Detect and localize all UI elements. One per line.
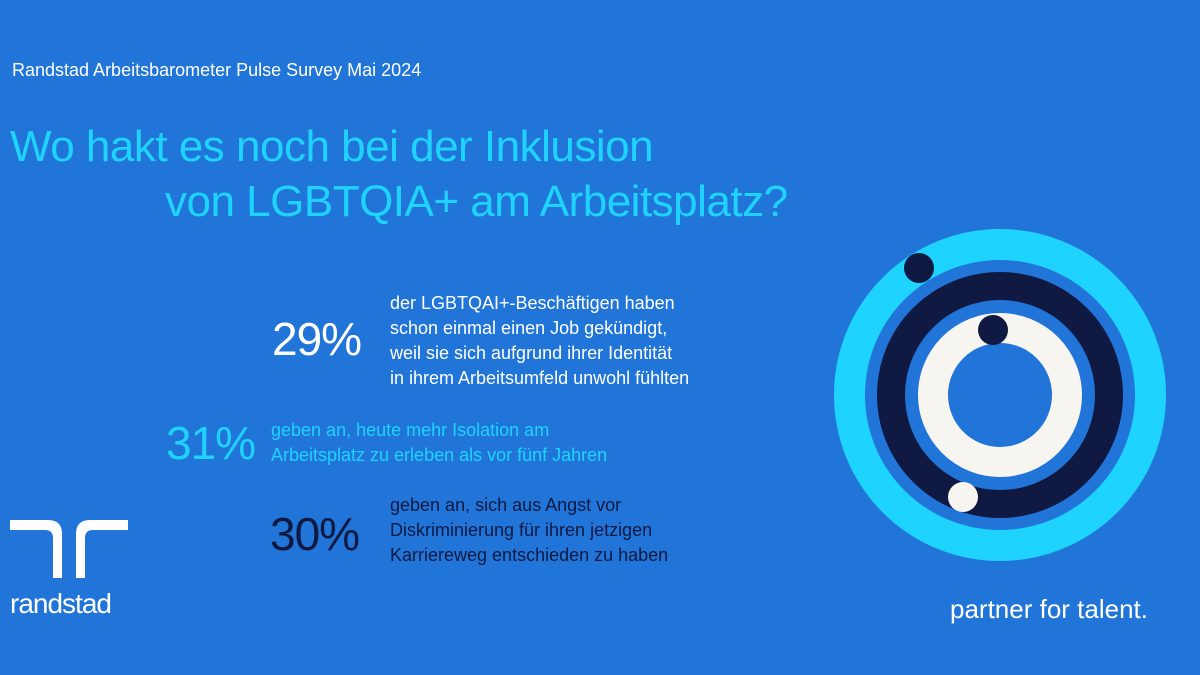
survey-label: Randstad Arbeitsbarometer Pulse Survey M… [12, 60, 422, 80]
stat-value-31: 31% [166, 417, 256, 469]
stat-description-31: geben an, heute mehr Isolation am Arbeit… [271, 418, 607, 468]
description-line: geben an, heute mehr Isolation am [271, 420, 550, 440]
stat-description-30: geben an, sich aus Angst vor Diskriminie… [390, 493, 668, 568]
navy-dot [904, 253, 934, 283]
offwhite-ring [918, 313, 1082, 477]
logo-text: randstad [10, 588, 112, 619]
offwhite-dot [948, 482, 978, 512]
navy-dot [978, 315, 1008, 345]
stat-description-29: der LGBTQAI+-Beschäftigen haben schon ei… [390, 291, 689, 391]
stat-value-30: 30% [270, 508, 360, 560]
description-line: weil sie sich aufgrund ihrer Identität [390, 343, 673, 363]
description-line: Diskriminierung für ihren jetzigen [390, 520, 653, 540]
description-line: geben an, sich aus Angst vor [390, 495, 622, 515]
description-line: Arbeitsplatz zu erleben als vor fünf Jah… [271, 445, 608, 465]
randstad-logo-icon [10, 520, 128, 578]
stat-value-29: 29% [272, 313, 362, 365]
description-line: in ihrem Arbeitsumfeld unwohl fühlten [390, 368, 690, 388]
description-line: schon einmal einen Job gekündigt, [390, 318, 668, 338]
concentric-rings-graphic [834, 229, 1166, 561]
description-line: der LGBTQAI+-Beschäftigen haben [390, 293, 675, 313]
cyan-ring [834, 229, 1166, 561]
page-title-line2: von LGBTQIA+ am Arbeitsplatz? [165, 177, 788, 226]
navy-ring [877, 272, 1123, 518]
page-title-line1: Wo hakt es noch bei der Inklusion [10, 122, 654, 171]
description-line: Karriereweg entschieden zu haben [390, 545, 669, 565]
tagline: partner for talent. [950, 594, 1148, 624]
